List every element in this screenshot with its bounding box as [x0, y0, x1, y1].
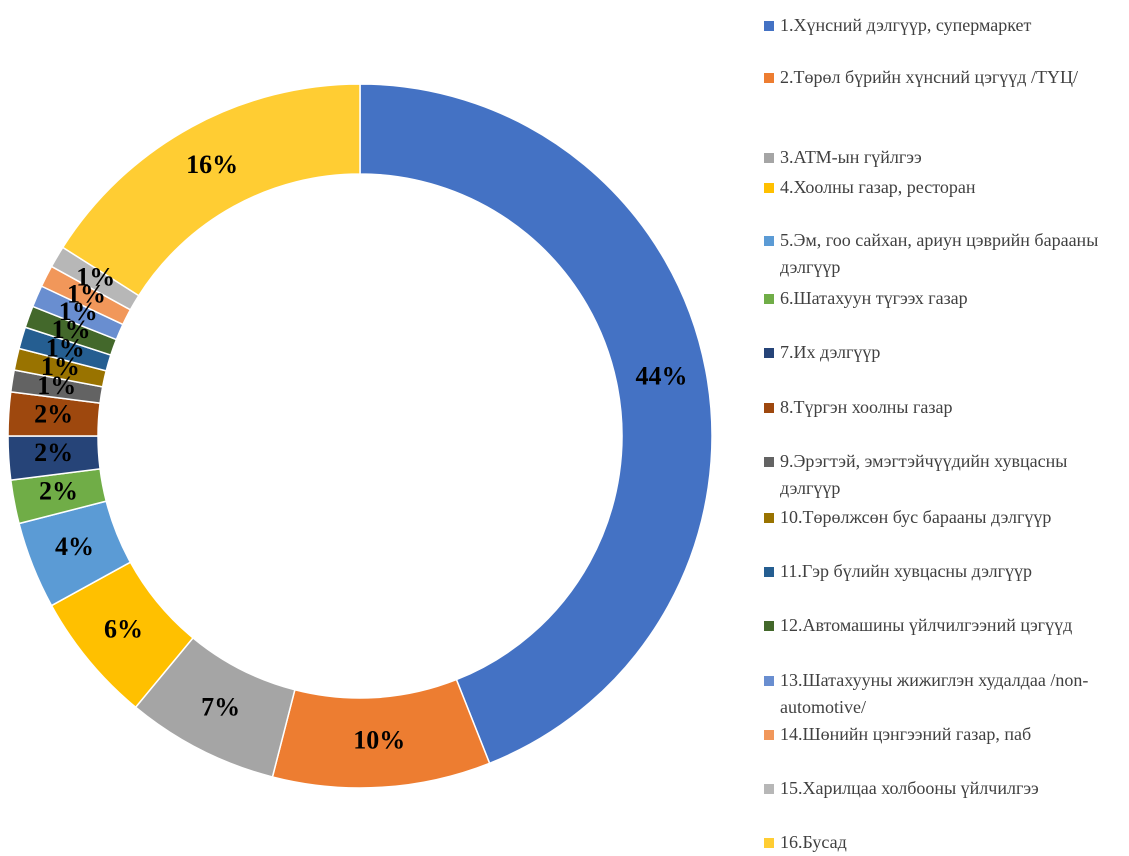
legend-item: 9.Эрэгтэй, эмэгтэйчүүдийн хувцасны дэлгү…	[764, 448, 1126, 502]
legend-swatch	[764, 784, 774, 794]
data-label: 7%	[201, 693, 240, 722]
legend-item: 14.Шөнийн цэнгээний газар, паб	[764, 721, 1126, 748]
legend-swatch	[764, 730, 774, 740]
data-label: 1%	[67, 280, 106, 309]
donut-slice	[359, 83, 713, 765]
legend-label: 3.АТМ-ын гүйлгээ	[780, 147, 922, 167]
legend-item: 10.Төрөлжсөн бус барааны дэлгүүр	[764, 504, 1126, 531]
legend-label: 15.Харилцаа холбооны үйлчилгээ	[780, 778, 1039, 798]
legend-swatch	[764, 403, 774, 413]
legend-item: 16.Бусад	[764, 829, 1126, 856]
data-label: 1%	[52, 315, 91, 344]
legend-label: 8.Түргэн хоолны газар	[780, 397, 953, 417]
legend-item: 3.АТМ-ын гүйлгээ	[764, 144, 1126, 171]
data-label: 2%	[34, 438, 73, 467]
legend-swatch	[764, 838, 774, 848]
donut-area: 44%10%7%6%4%2%2%2%1%1%1%1%1%1%1%16%	[7, 83, 713, 789]
legend-swatch	[764, 676, 774, 686]
legend-swatch	[764, 457, 774, 467]
legend-label: 10.Төрөлжсөн бус барааны дэлгүүр	[780, 507, 1052, 527]
data-label: 1%	[37, 371, 76, 400]
legend-item: 5.Эм, гоо сайхан, ариун цэврийн барааны …	[764, 227, 1126, 281]
data-label: 2%	[34, 400, 73, 429]
legend-swatch	[764, 567, 774, 577]
data-label: 1%	[41, 352, 80, 381]
legend-label: 16.Бусад	[780, 832, 847, 852]
data-label: 1%	[46, 333, 85, 362]
data-label: 44%	[636, 361, 688, 390]
donut-slice	[61, 83, 361, 297]
legend-swatch	[764, 348, 774, 358]
legend-item: 15.Харилцаа холбооны үйлчилгээ	[764, 775, 1126, 802]
data-label: 10%	[353, 725, 405, 754]
legend-label: 12.Автомашины үйлчилгээний цэгүүд	[780, 615, 1073, 635]
legend-label: 7.Их дэлгүүр	[780, 342, 881, 362]
legend-swatch	[764, 21, 774, 31]
legend-swatch	[764, 621, 774, 631]
data-label: 2%	[39, 476, 78, 505]
legend-label: 11.Гэр бүлийн хувцасны дэлгүүр	[780, 561, 1033, 581]
legend-item: 6.Шатахуун түгээх газар	[764, 285, 1126, 312]
data-label: 16%	[186, 150, 238, 179]
legend-label: 9.Эрэгтэй, эмэгтэйчүүдийн хувцасны дэлгү…	[780, 451, 1068, 498]
legend-item: 11.Гэр бүлийн хувцасны дэлгүүр	[764, 558, 1126, 585]
legend-label: 2.Төрөл бүрийн хүнсний цэгүүд /ТҮЦ/	[780, 67, 1078, 87]
data-label: 1%	[76, 263, 115, 292]
legend-label: 14.Шөнийн цэнгээний газар, паб	[780, 724, 1032, 744]
legend-item: 13.Шатахууны жижиглэн худалдаа /non-auto…	[764, 667, 1126, 721]
legend-label: 6.Шатахуун түгээх газар	[780, 288, 968, 308]
legend-swatch	[764, 153, 774, 163]
data-label: 1%	[59, 297, 98, 326]
legend-item: 4.Хоолны газар, ресторан	[764, 174, 1126, 201]
legend-item: 2.Төрөл бүрийн хүнсний цэгүүд /ТҮЦ/	[764, 64, 1126, 91]
legend-item: 1.Хүнсний дэлгүүр, супермаркет	[764, 12, 1126, 39]
data-label: 6%	[104, 615, 143, 644]
legend-label: 1.Хүнсний дэлгүүр, супермаркет	[780, 15, 1032, 35]
legend-item: 12.Автомашины үйлчилгээний цэгүүд	[764, 612, 1126, 639]
data-label: 4%	[55, 532, 94, 561]
legend-swatch	[764, 236, 774, 246]
legend-label: 4.Хоолны газар, ресторан	[780, 177, 976, 197]
legend-swatch	[764, 73, 774, 83]
legend-label: 5.Эм, гоо сайхан, ариун цэврийн барааны …	[780, 230, 1099, 277]
legend-item: 8.Түргэн хоолны газар	[764, 394, 1126, 421]
legend-swatch	[764, 513, 774, 523]
legend-swatch	[764, 183, 774, 193]
legend-label: 13.Шатахууны жижиглэн худалдаа /non-auto…	[780, 670, 1089, 717]
legend-item: 7.Их дэлгүүр	[764, 339, 1126, 366]
legend-swatch	[764, 294, 774, 304]
